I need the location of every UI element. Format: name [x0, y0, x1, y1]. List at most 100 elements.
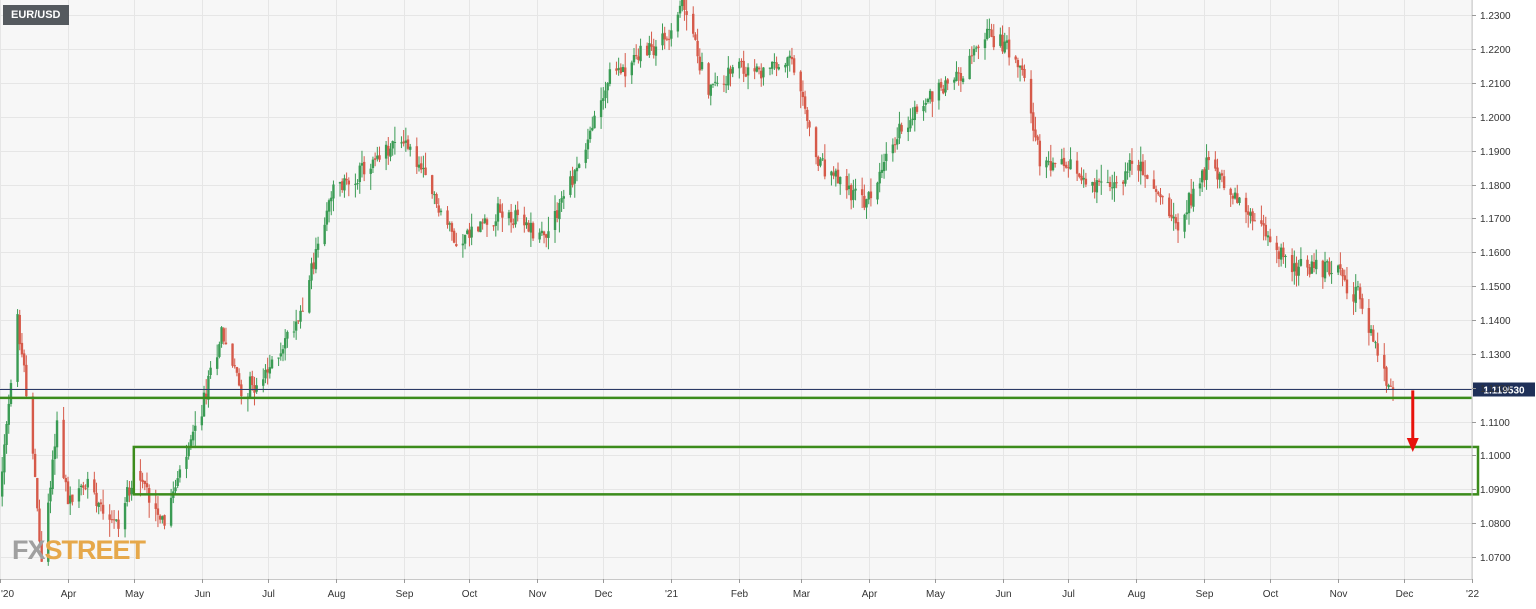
candle-up — [422, 155, 425, 178]
candle-up — [1185, 200, 1189, 220]
candle-body — [880, 169, 884, 173]
candle-body — [832, 172, 835, 176]
candle-body — [354, 183, 357, 185]
candle-down — [485, 217, 489, 237]
candle-body — [863, 195, 866, 208]
candle-body — [676, 14, 680, 32]
candle-body — [1172, 216, 1175, 219]
candle-body — [264, 369, 267, 379]
candle-body — [128, 487, 131, 496]
candle-down — [430, 174, 434, 199]
candle-down — [1358, 283, 1362, 309]
candle-down — [650, 31, 653, 51]
candle-body — [145, 483, 149, 488]
candle-body — [525, 222, 528, 226]
candle-body — [753, 68, 756, 72]
candle-down — [823, 144, 827, 180]
candle-body — [992, 36, 995, 48]
candle-body — [604, 90, 607, 99]
candle-body — [1315, 259, 1318, 270]
candle-up — [577, 162, 581, 169]
candle-down — [71, 494, 74, 506]
candle-body — [53, 446, 57, 460]
candle-body — [1034, 129, 1037, 138]
candle-body — [547, 231, 550, 238]
candle-body — [1238, 197, 1241, 203]
axes: '20 Apr May Jun Jul Aug Sep Oct Nov Dec '21 Feb Mar A… — [0, 11, 1511, 600]
candle-down — [803, 90, 807, 115]
candle-down — [233, 358, 236, 369]
candle-body — [338, 182, 342, 184]
candle-body — [707, 63, 710, 95]
candle-body — [255, 385, 258, 392]
candle-down — [468, 222, 471, 247]
candle-up — [404, 127, 408, 152]
candle-body — [692, 13, 695, 34]
candle-body — [308, 280, 311, 313]
candle-up — [1354, 274, 1357, 313]
candle-up — [584, 143, 587, 169]
candle-up — [898, 111, 901, 145]
candle-body — [558, 202, 561, 220]
candle-down — [240, 379, 243, 405]
candle-body — [5, 424, 8, 445]
candle-body — [1233, 192, 1237, 199]
candle-up — [279, 342, 282, 361]
candle-down — [571, 166, 574, 188]
candle-body — [235, 367, 239, 373]
candle-body — [299, 310, 302, 322]
candle-up — [1200, 169, 1204, 192]
candle-down — [93, 471, 96, 495]
candle-body — [176, 478, 179, 487]
candle-body — [553, 211, 557, 231]
y-tick-label: 1.0700 — [1480, 553, 1511, 564]
candle-up — [1279, 243, 1283, 267]
candle-body — [1093, 182, 1096, 192]
candle-up — [922, 100, 925, 121]
candle-up — [630, 60, 633, 84]
candle-body — [209, 367, 212, 376]
candle-body — [268, 367, 272, 374]
candle-down — [1021, 58, 1024, 76]
candle-up — [262, 368, 265, 393]
candle-body — [523, 214, 526, 226]
y-tick-label: 1.2300 — [1480, 11, 1511, 22]
candle-body — [573, 170, 576, 184]
candle-body — [1185, 212, 1189, 215]
candle-down — [753, 59, 756, 80]
x-tick-label: Nov — [1330, 589, 1348, 600]
candle-body — [560, 198, 563, 203]
candle-body — [801, 91, 805, 98]
candle-body — [619, 67, 623, 74]
candle-body — [599, 100, 603, 118]
candle-up — [540, 221, 544, 236]
candle-down — [424, 152, 427, 176]
candle-down — [665, 36, 669, 42]
candle-body — [1174, 217, 1178, 224]
candle-up — [176, 470, 179, 489]
candle-body — [325, 210, 329, 225]
candle-body — [1021, 65, 1024, 70]
candle-body — [1069, 159, 1072, 170]
candle-body — [38, 508, 41, 542]
candle-up — [384, 141, 388, 171]
candle-up — [560, 191, 563, 212]
candle-down — [692, 6, 695, 38]
candle-body — [738, 61, 741, 69]
candle-body — [1168, 197, 1171, 217]
candle-body — [556, 210, 559, 218]
candle-body — [466, 230, 469, 234]
candle-up — [606, 82, 609, 104]
candle-up — [854, 178, 857, 201]
candle-up — [264, 364, 267, 384]
candle-up — [286, 330, 289, 348]
candle-up — [1095, 169, 1099, 204]
candle-up — [731, 64, 734, 78]
candle-body — [575, 167, 579, 172]
candle-body — [760, 70, 763, 79]
candle-down — [1143, 160, 1147, 188]
candle-up — [1374, 340, 1377, 349]
candle-body — [1218, 173, 1221, 180]
